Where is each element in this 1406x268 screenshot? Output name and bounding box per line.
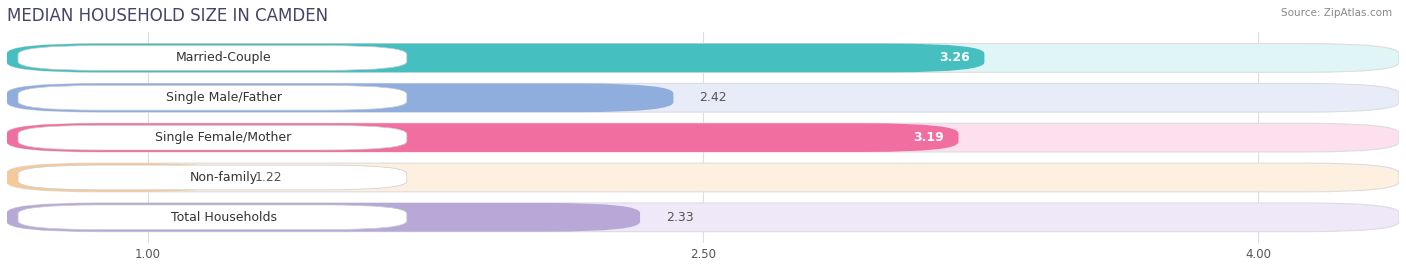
FancyBboxPatch shape [7,83,1399,112]
FancyBboxPatch shape [7,44,1399,72]
Text: 2.42: 2.42 [699,91,727,104]
Text: Single Female/Mother: Single Female/Mother [156,131,291,144]
FancyBboxPatch shape [7,163,1399,192]
FancyBboxPatch shape [7,123,1399,152]
FancyBboxPatch shape [18,85,406,110]
Text: 3.26: 3.26 [939,51,970,64]
Text: 2.33: 2.33 [666,211,693,224]
Text: Source: ZipAtlas.com: Source: ZipAtlas.com [1281,8,1392,18]
Text: Married-Couple: Married-Couple [176,51,271,64]
Text: 3.19: 3.19 [912,131,943,144]
FancyBboxPatch shape [18,46,406,70]
FancyBboxPatch shape [7,83,673,112]
FancyBboxPatch shape [18,205,406,230]
Text: Non-family: Non-family [190,171,257,184]
FancyBboxPatch shape [7,203,1399,232]
Text: 1.22: 1.22 [254,171,283,184]
Text: Total Households: Total Households [170,211,277,224]
Text: MEDIAN HOUSEHOLD SIZE IN CAMDEN: MEDIAN HOUSEHOLD SIZE IN CAMDEN [7,7,328,25]
Text: Single Male/Father: Single Male/Father [166,91,281,104]
FancyBboxPatch shape [7,123,959,152]
FancyBboxPatch shape [7,203,640,232]
FancyBboxPatch shape [18,165,406,190]
FancyBboxPatch shape [18,125,406,150]
FancyBboxPatch shape [7,163,229,192]
FancyBboxPatch shape [7,44,984,72]
